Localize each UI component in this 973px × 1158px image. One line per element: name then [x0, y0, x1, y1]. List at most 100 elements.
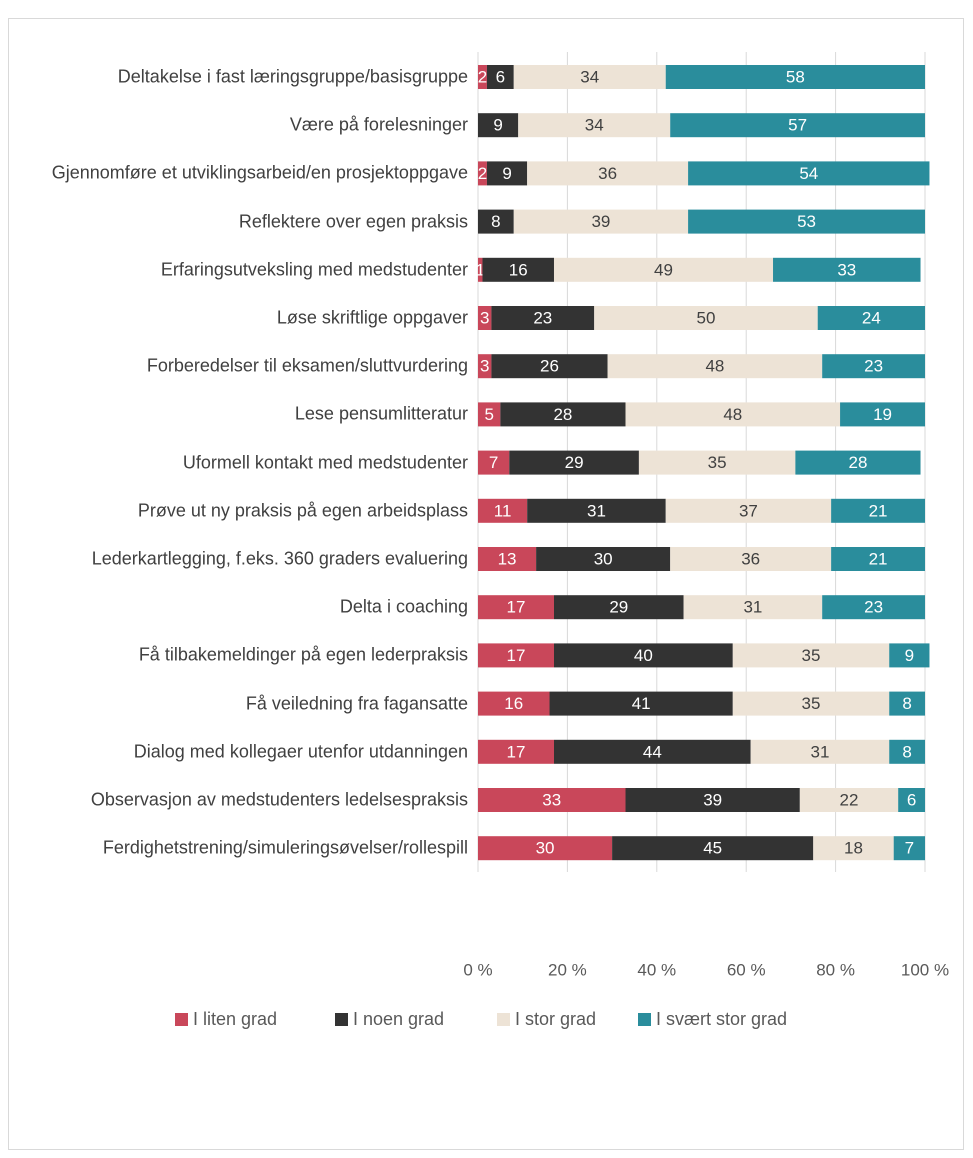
data-label: 54: [799, 164, 818, 183]
bar-segment: [670, 113, 925, 138]
data-label: 19: [873, 405, 892, 424]
bar-segment: [553, 643, 733, 668]
legend-label: I noen grad: [353, 1009, 444, 1029]
data-label: 29: [565, 453, 584, 472]
category-label: Delta i coaching: [339, 596, 468, 617]
bar-segment: [817, 306, 925, 330]
bar-segment: [773, 257, 921, 282]
data-label: 22: [840, 790, 859, 809]
category-label: Deltakelse i fast læringsgruppe/basisgru…: [117, 66, 468, 87]
data-label: 34: [580, 67, 599, 86]
bar-segment: [478, 691, 550, 716]
bar-segment: [670, 547, 832, 571]
bar-segment: [478, 739, 554, 764]
legend-swatch: [175, 1013, 188, 1026]
bar-segment: [607, 354, 823, 379]
bar-segment: [688, 209, 925, 234]
data-label: 53: [797, 212, 816, 231]
data-label: 33: [837, 260, 856, 279]
data-label: 3: [480, 308, 489, 327]
data-label: 9: [905, 646, 914, 665]
bar-segment: [889, 643, 930, 668]
category-label: Forberedelser til eksamen/sluttvurdering: [146, 355, 468, 376]
bar-segment: [478, 306, 492, 330]
bar-segment: [478, 209, 514, 234]
category-label: Ferdighetstrening/simuleringsøvelser/rol…: [102, 837, 468, 858]
data-label: 33: [542, 790, 561, 809]
bar-segment: [491, 354, 608, 379]
legend-label: I svært stor grad: [656, 1009, 787, 1029]
data-label: 3: [480, 357, 489, 376]
bar-segment: [491, 306, 595, 330]
bar-segment: [478, 788, 626, 812]
data-label: 24: [862, 308, 881, 327]
data-label: 16: [509, 260, 528, 279]
bar-segment: [799, 788, 899, 812]
category-label: Lederkartlegging, f.eks. 360 graders eva…: [91, 548, 468, 569]
bar-segment: [638, 450, 796, 475]
data-label: 35: [802, 694, 821, 713]
bar-segment: [831, 547, 925, 571]
data-label: 31: [587, 501, 606, 520]
bar-segment: [813, 836, 894, 861]
data-label: 49: [654, 260, 673, 279]
bar-segment: [732, 691, 890, 716]
data-label: 2: [478, 164, 487, 183]
data-label: 44: [643, 742, 662, 761]
data-label: 28: [848, 453, 867, 472]
bar-segment: [893, 836, 925, 861]
data-label: 39: [591, 212, 610, 231]
data-label: 17: [507, 598, 526, 617]
bar-segment: [527, 161, 689, 186]
data-label: 40: [634, 646, 653, 665]
data-label: 8: [902, 694, 911, 713]
bar-segment: [889, 739, 925, 764]
bar-segment: [889, 691, 925, 716]
bar-segment: [478, 161, 487, 186]
data-label: 9: [493, 116, 502, 135]
category-label: Reflektere over egen praksis: [238, 211, 468, 232]
data-label: 8: [902, 742, 911, 761]
bar-segment: [594, 306, 818, 330]
data-label: 6: [907, 790, 916, 809]
data-label: 18: [844, 839, 863, 858]
bar-segment: [553, 595, 684, 620]
bar-segment: [478, 402, 501, 427]
chart-frame: [8, 18, 964, 1150]
data-label: 21: [869, 501, 888, 520]
data-label: 7: [489, 453, 498, 472]
bar-segment: [486, 161, 528, 186]
data-label: 5: [484, 405, 493, 424]
category-label: Dialog med kollegaer utenfor utdanningen: [133, 741, 468, 762]
legend-label: I stor grad: [515, 1009, 596, 1029]
bar-segment: [612, 836, 814, 861]
data-label: 37: [739, 501, 758, 520]
category-label: Få veiledning fra fagansatte: [245, 693, 468, 714]
bar-segment: [795, 450, 921, 475]
bar-segment: [478, 836, 613, 861]
bar-segment: [665, 65, 925, 89]
bar-segment: [478, 595, 554, 620]
legend-swatch: [638, 1013, 651, 1026]
bar-segment: [478, 450, 510, 475]
data-label: 23: [533, 308, 552, 327]
bar-segment: [553, 257, 774, 282]
data-label: 2: [478, 67, 487, 86]
bar-segment: [478, 498, 528, 523]
bar-segment: [536, 547, 671, 571]
bar-segment: [478, 113, 519, 138]
bar-segment: [898, 788, 925, 812]
bar-segment: [518, 113, 671, 138]
data-label: 8: [491, 212, 500, 231]
data-label: 7: [905, 839, 914, 858]
category-label: Lese pensumlitteratur: [294, 403, 468, 424]
category-label: Være på forelesninger: [289, 114, 468, 135]
bar-segment: [478, 257, 483, 282]
bar-segment: [625, 402, 841, 427]
data-label: 39: [703, 790, 722, 809]
data-label: 29: [609, 598, 628, 617]
bar-segment: [732, 643, 890, 668]
data-label: 28: [553, 405, 572, 424]
bar-segment: [478, 65, 487, 89]
